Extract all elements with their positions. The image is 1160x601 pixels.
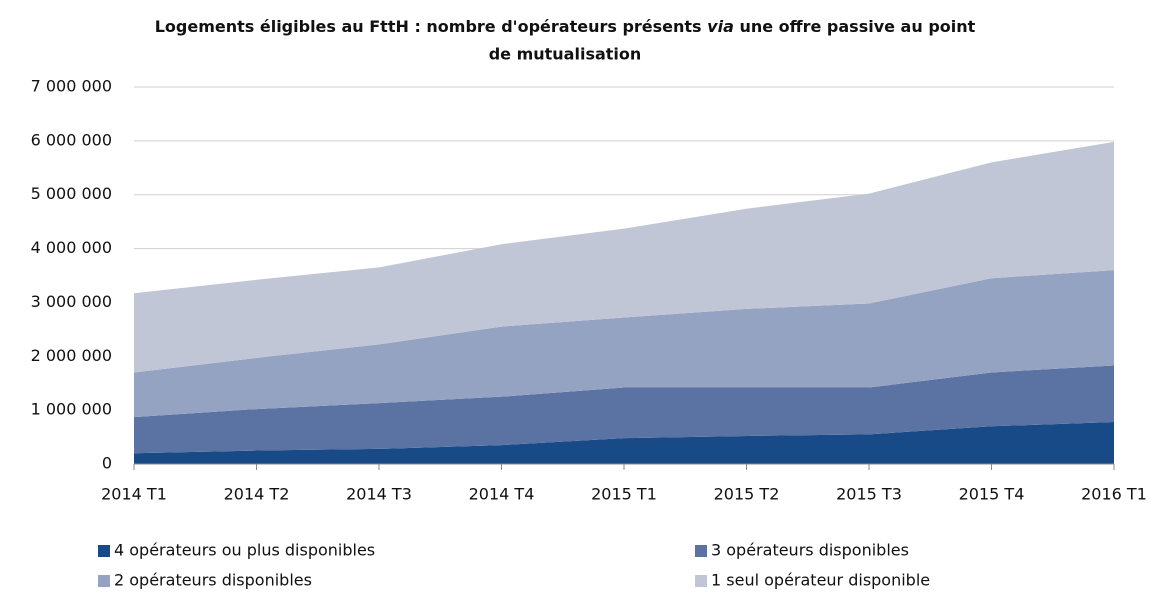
x-tick-label: 2016 T1 [1081,485,1147,504]
legend-label: 3 opérateurs disponibles [711,541,909,560]
legend-swatch [695,575,707,587]
legend-label: 2 opérateurs disponibles [114,571,312,590]
x-tick-label: 2014 T1 [101,485,167,504]
legend-label: 1 seul opérateur disponible [711,571,930,590]
x-tick-label: 2014 T4 [469,485,535,504]
chart-title: Logements éligibles au FttH : nombre d'o… [155,17,976,36]
y-tick-label: 1 000 000 [31,400,112,419]
x-tick-label: 2015 T2 [714,485,780,504]
legend-label: 4 opérateurs ou plus disponibles [114,541,375,560]
x-tick-label: 2014 T2 [224,485,290,504]
y-tick-label: 4 000 000 [31,238,112,257]
legend-swatch [98,575,110,587]
y-tick-label: 0 [102,454,112,473]
area [134,421,1114,464]
y-tick-label: 5 000 000 [31,184,112,203]
title-part: Logements éligibles au FttH : nombre d'o… [155,17,702,36]
y-tick-label: 6 000 000 [31,130,112,149]
area [134,141,1114,373]
area [134,365,1114,454]
title-part: une offre passive au point [739,17,975,36]
legend-swatch [695,545,707,557]
chart-title: de mutualisation [489,45,642,64]
y-tick-label: 3 000 000 [31,292,112,311]
y-tick-label: 2 000 000 [31,346,112,365]
x-tick-label: 2015 T4 [959,485,1025,504]
legend-swatch [98,545,110,557]
x-tick-label: 2015 T1 [591,485,657,504]
y-tick-label: 7 000 000 [31,77,112,96]
x-tick-label: 2014 T3 [346,485,412,504]
x-tick-label: 2015 T3 [836,485,902,504]
title-part: via [707,17,734,36]
area [134,270,1114,418]
